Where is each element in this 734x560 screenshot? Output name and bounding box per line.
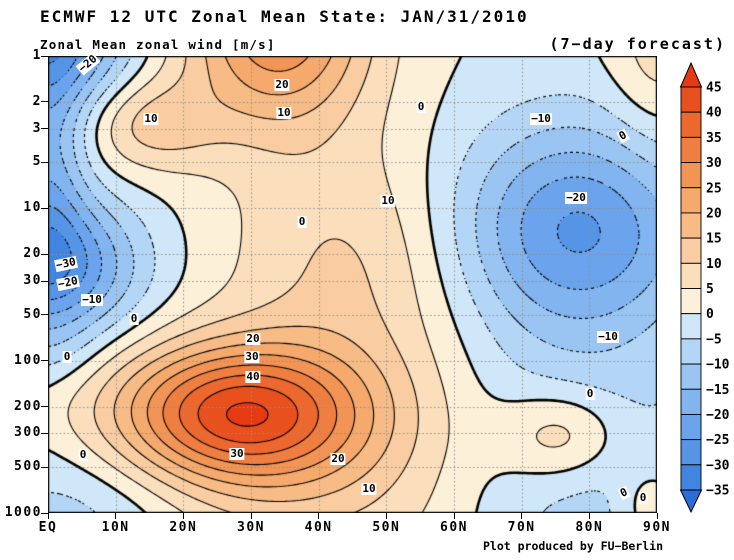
colorbar-segment [680,388,702,415]
y-axis-tick-label: 500 [14,459,42,475]
x-axis-tick-label: 60N [440,520,468,535]
x-axis-tick-label: 30N [237,520,265,535]
y-axis-tick-label: 30 [23,273,42,288]
y-axis-tick-label: 1000 [4,505,42,520]
colorbar-segment [680,464,702,491]
zonal-wind-contour-plot [48,56,657,513]
x-axis-tick [521,513,523,519]
colorbar-tick-label: −10 [706,358,730,373]
y-axis-tick [41,512,48,514]
colorbar-tick-label: 35 [706,131,722,146]
y-axis-tick-label: 2 [32,93,42,109]
colorbar-tick-label: 40 [706,106,722,121]
y-axis-tick [41,432,48,434]
y-axis-tick [41,360,48,362]
x-axis-tick [115,513,117,519]
colorbar-under-arrow [679,489,703,514]
page-title: ECMWF 12 UTC Zonal Mean State: JAN/31/20… [40,7,529,26]
y-axis-tick [41,128,48,130]
x-axis-tick-label: 90N [643,520,671,535]
y-axis-tick [41,207,48,209]
colorbar-tick-label: 5 [706,282,714,297]
x-axis-tick-label: 50N [372,520,401,535]
colorbar-tick-label: −15 [706,383,729,398]
colorbar-segment [680,313,702,340]
colorbar-tick-label: −5 [706,332,722,347]
colorbar-over-arrow [679,61,703,88]
colorbar-segment [680,111,702,138]
x-axis-tick [318,513,320,519]
colorbar-tick-label: 15 [706,232,722,247]
x-axis-tick-label: 80N [575,520,604,535]
x-axis-tick [588,513,590,519]
colorbar-segment [680,413,702,441]
x-axis-tick [385,513,387,519]
colorbar-tick-label: 25 [706,181,722,196]
colorbar-tick-label: 0 [706,307,714,322]
y-axis-tick [41,406,48,408]
colorbar-segment [680,237,702,264]
y-axis-tick [41,280,48,282]
x-axis-tick-label: EQ [38,520,58,535]
x-axis-tick [182,513,184,519]
x-axis-tick-label: 20N [169,520,198,535]
y-axis-tick-label: 10 [23,200,42,216]
colorbar: 45 40 35 30 25 20 15 10 5 0 −5 −10 −15 −20 −25 −30 −35 [676,60,734,532]
colorbar-segment [680,288,702,315]
colorbar-segment [680,187,702,214]
colorbar-tick-label: 30 [706,156,722,171]
colorbar-tick-label: −25 [706,433,729,448]
colorbar-segment [680,212,702,239]
colorbar-scale: 45 40 35 30 25 20 15 10 5 0 −5 −10 −15 −20 −25 −30 −35 [679,61,730,514]
colorbar-segment [680,136,702,164]
y-axis-tick [41,161,48,163]
y-axis-tick-label: 5 [32,154,42,170]
colorbar-segment [680,439,702,466]
chart-title: Zonal Mean zonal wind [m/s] [40,37,276,52]
y-axis-tick [41,314,48,316]
x-axis-tick-label: 40N [304,520,333,535]
colorbar-segment [680,162,702,189]
colorbar-tick-label: 20 [706,206,722,221]
x-axis-tick [656,513,658,519]
x-axis-tick [453,513,455,519]
colorbar-segment [680,363,702,390]
y-axis-tick-label: 1 [32,48,42,63]
colorbar-tick-label: 10 [706,257,722,272]
forecast-note: (7−day forecast) [549,35,726,53]
y-axis-tick-label: 3 [32,120,42,136]
colorbar-tick-label: −30 [706,458,730,473]
colorbar-segment [680,262,702,289]
colorbar-tick-label: −20 [706,408,730,423]
x-axis-tick-label: 70N [507,520,536,535]
y-axis-tick [41,253,48,255]
x-axis-tick [47,513,49,519]
colorbar-segment [680,86,702,113]
y-axis-tick-label: 50 [23,306,42,322]
colorbar-tick-label: 45 [706,81,722,96]
y-axis-tick [41,466,48,468]
x-axis-tick-label: 10N [101,520,130,535]
credit-text: Plot produced by FU−Berlin [482,539,663,553]
y-axis-tick-label: 300 [14,425,42,441]
colorbar-segment [680,338,702,365]
y-axis-tick-label: 20 [23,246,42,262]
colorbar-tick-label: −35 [706,484,729,499]
y-axis-tick [41,101,48,103]
x-axis-tick [250,513,252,519]
y-axis-tick-label: 200 [14,398,42,414]
y-axis-tick-label: 100 [14,352,42,368]
y-axis-tick [41,55,48,57]
